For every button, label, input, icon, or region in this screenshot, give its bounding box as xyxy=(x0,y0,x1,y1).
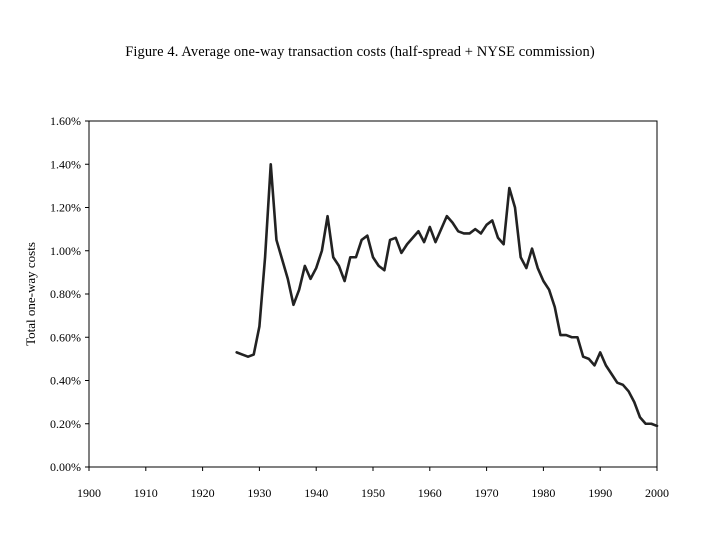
x-tick-label: 1940 xyxy=(304,486,328,500)
x-tick-label: 1910 xyxy=(134,486,158,500)
x-tick-label: 1990 xyxy=(588,486,612,500)
y-tick-label: 1.20% xyxy=(50,201,81,215)
series-layer xyxy=(235,162,659,428)
y-tick-label: 0.80% xyxy=(50,287,81,301)
y-tick-label: 0.20% xyxy=(50,417,81,431)
x-tick-label: 2000 xyxy=(645,486,669,500)
x-tick-label: 1980 xyxy=(531,486,555,500)
x-tick-label: 1930 xyxy=(247,486,271,500)
plot-area-frame xyxy=(88,120,658,468)
y-tick-label: 0.00% xyxy=(50,460,81,474)
series-line-0 xyxy=(235,162,659,428)
x-tick-label: 1900 xyxy=(77,486,101,500)
y-tick-label: 1.60% xyxy=(50,114,81,128)
y-tick-label: 1.40% xyxy=(50,157,81,171)
x-tick-label: 1920 xyxy=(191,486,215,500)
y-tick-label: 1.00% xyxy=(50,244,81,258)
y-axis: 0.00% 0.20% 0.40% 0.60% 0.80% 1.00% 1.20% 1.40%… xyxy=(50,114,89,474)
y-axis-title: Total one-way costs xyxy=(23,242,38,346)
x-axis: 1900 1910 1920 1930 1940 1950 1960 1970 1980 1990… xyxy=(77,467,669,500)
x-tick-label: 1950 xyxy=(361,486,385,500)
y-tick-label: 0.40% xyxy=(50,374,81,388)
y-tick-label: 0.60% xyxy=(50,330,81,344)
chart-title: Figure 4. Average one-way transaction co… xyxy=(125,44,595,60)
x-tick-label: 1960 xyxy=(418,486,442,500)
x-tick-label: 1970 xyxy=(475,486,499,500)
